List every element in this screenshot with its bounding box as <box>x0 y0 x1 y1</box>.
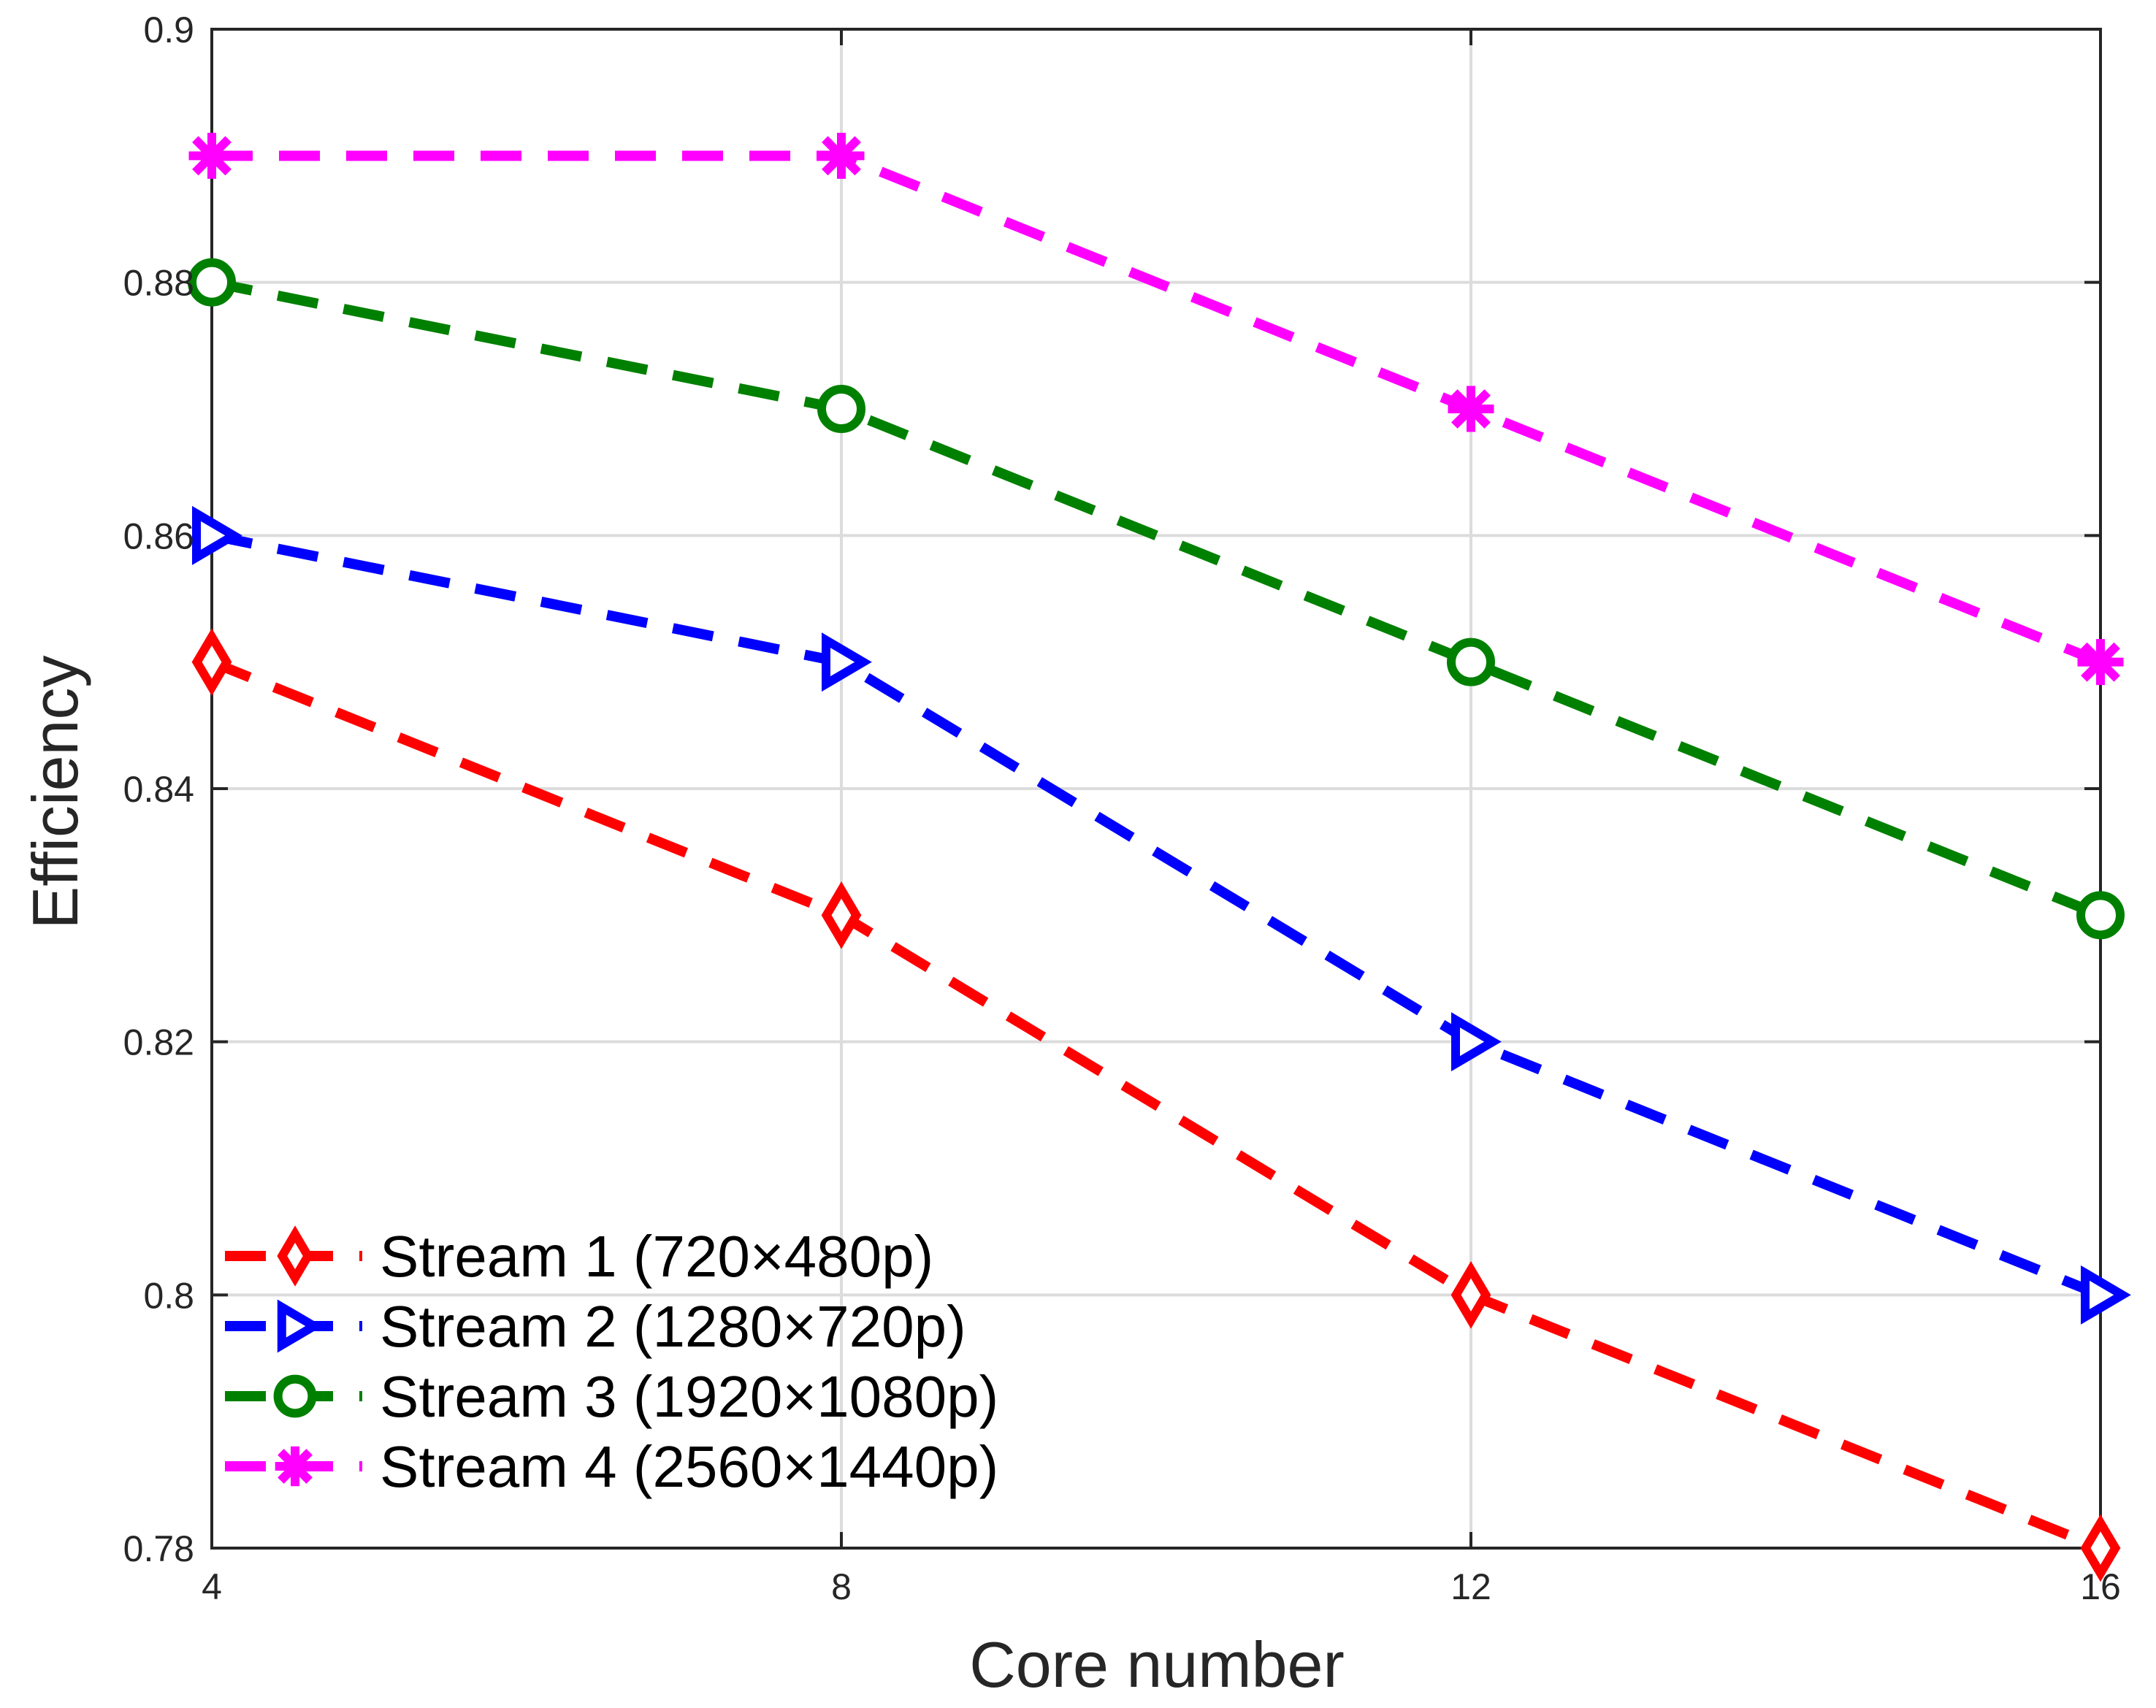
data-point <box>2076 891 2125 940</box>
data-point <box>1448 386 1494 432</box>
series-1 <box>191 628 2121 1582</box>
legend-entry: Stream 4 (2560×1440p) <box>225 1434 998 1499</box>
series-line <box>212 150 2103 667</box>
data-point <box>821 881 862 949</box>
x-axis-title: Core number <box>969 1628 1345 1701</box>
series-line <box>210 277 2103 920</box>
y-tick-label: 0.78 <box>123 1528 194 1569</box>
y-tick-label: 0.84 <box>123 769 194 810</box>
data-point <box>192 505 242 565</box>
data-point <box>817 385 865 433</box>
data-point <box>188 132 235 179</box>
data-point <box>1451 1012 1502 1072</box>
data-point <box>822 632 872 692</box>
legend-label: Stream 4 (2560×1440p) <box>380 1434 998 1499</box>
series-line <box>210 657 2103 1553</box>
x-tick-label: 16 <box>2080 1566 2121 1607</box>
series-layer <box>188 132 2131 1582</box>
series-line <box>210 530 2103 1300</box>
series-4 <box>188 132 2124 686</box>
x-tick-label: 4 <box>202 1566 222 1607</box>
y-tick-label: 0.88 <box>123 263 194 304</box>
series-2 <box>192 505 2131 1325</box>
legend: Stream 1 (720×480p)Stream 2 (1280×720p)S… <box>225 1224 998 1499</box>
data-point <box>2081 1265 2131 1325</box>
legend-entry: Stream 2 (1280×720p) <box>225 1294 966 1359</box>
y-tick-label: 0.8 <box>143 1275 194 1316</box>
data-point <box>188 258 236 307</box>
y-tick-label: 0.9 <box>143 9 194 50</box>
data-point <box>191 628 232 696</box>
legend-marker <box>277 1299 323 1353</box>
data-point <box>818 132 865 179</box>
data-point <box>1450 1261 1491 1329</box>
legend-entry: Stream 3 (1920×1080p) <box>225 1364 998 1429</box>
y-tick-label: 0.86 <box>123 516 194 556</box>
data-point <box>2077 639 2124 686</box>
series-3 <box>188 258 2125 940</box>
legend-label: Stream 1 (720×480p) <box>380 1224 933 1289</box>
y-axis-title: Efficiency <box>19 656 91 930</box>
legend-label: Stream 2 (1280×720p) <box>380 1294 966 1359</box>
legend-entry: Stream 1 (720×480p) <box>225 1224 933 1289</box>
legend-marker <box>277 1225 313 1287</box>
x-tick-label: 8 <box>831 1566 852 1607</box>
legend-marker <box>273 1374 317 1418</box>
x-tick-label: 12 <box>1450 1566 1491 1607</box>
tick-labels: 4 8 12 16 0.78 0.8 0.82 0.84 0.86 0.88 0.9 <box>123 9 2121 1607</box>
legend-marker <box>275 1446 316 1487</box>
data-point <box>1447 637 1495 686</box>
data-point <box>2080 1514 2121 1582</box>
legend-label: Stream 3 (1920×1080p) <box>380 1364 998 1429</box>
y-tick-label: 0.82 <box>123 1022 194 1063</box>
